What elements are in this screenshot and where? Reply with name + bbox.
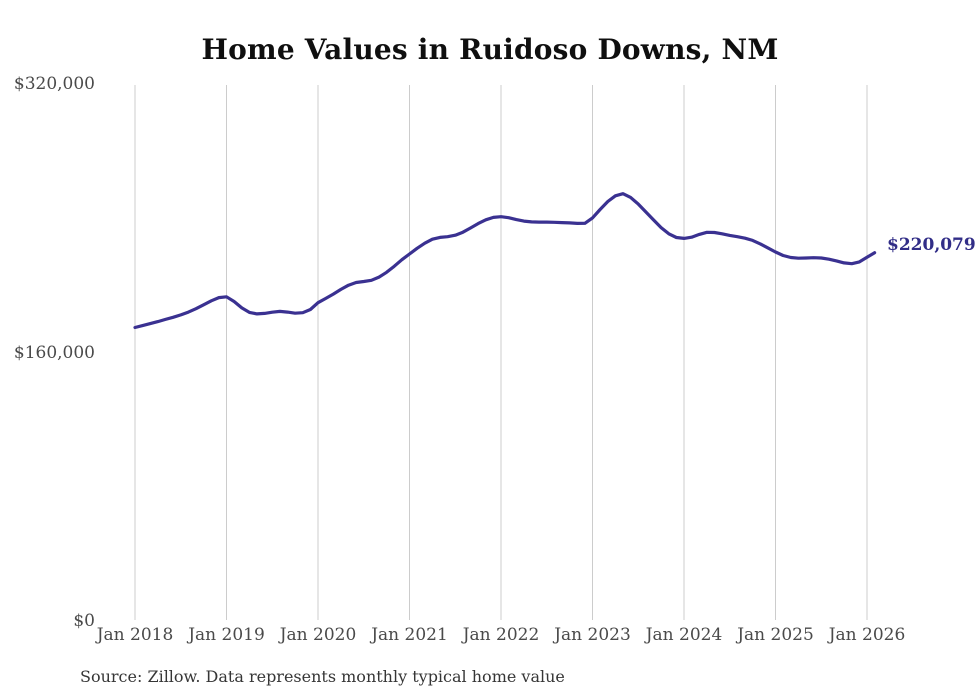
- x-axis-tick: Jan 2021: [371, 625, 448, 645]
- x-axis-tick: Jan 2024: [645, 625, 723, 645]
- x-axis: Jan 2018 Jan 2019 Jan 2020 Jan 2021 Jan 2022…: [0, 624, 980, 648]
- x-axis-tick: Jan 2020: [279, 625, 357, 645]
- y-axis-tick-320000: $320,000: [13, 74, 95, 94]
- latest-value-label: $220,079: [887, 235, 976, 255]
- y-axis-tick-0: $0: [73, 611, 95, 631]
- y-axis-tick-160000: $160,000: [13, 343, 95, 363]
- x-axis-tick: Jan 2026: [828, 625, 906, 645]
- x-axis-tick: Jan 2019: [188, 625, 265, 645]
- x-axis-tick: Jan 2023: [554, 625, 631, 645]
- home-value-line: [133, 192, 877, 330]
- chart-title: Home Values in Ruidoso Downs, NM: [201, 33, 779, 66]
- x-axis-tick: Jan 2022: [462, 625, 540, 645]
- x-axis-tick: Jan 2018: [96, 625, 174, 645]
- source-note: Source: Zillow. Data represents monthly …: [80, 667, 565, 686]
- x-axis-tick: Jan 2025: [737, 625, 814, 645]
